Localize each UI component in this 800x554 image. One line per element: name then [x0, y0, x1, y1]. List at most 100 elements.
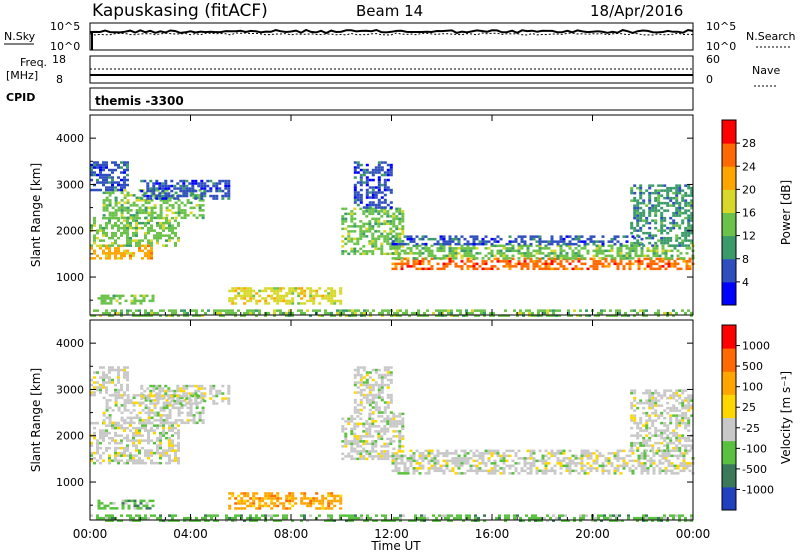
velocity-echo-cell	[285, 497, 289, 500]
power-echo-cell	[291, 302, 295, 305]
power-echo-cell	[363, 311, 366, 315]
velocity-echo-cell	[117, 421, 120, 425]
velocity-echo-cell	[114, 431, 117, 435]
power-echo-cell	[669, 216, 673, 220]
velocity-echo-cell	[215, 402, 219, 405]
velocity-echo-cell	[389, 422, 393, 426]
velocity-echo-cell	[682, 462, 686, 465]
power-echo-cell	[523, 254, 527, 258]
velocity-echo-cell	[484, 462, 488, 465]
power-echo-cell	[309, 294, 313, 298]
power-echo-cell	[176, 197, 180, 200]
velocity-echo-cell	[580, 462, 584, 465]
power-echo-cell	[111, 161, 114, 164]
power-echo-cell	[315, 294, 319, 298]
power-echo-cell	[552, 311, 555, 315]
velocity-echo-cell	[664, 459, 668, 463]
power-echo-cell	[528, 314, 531, 317]
power-echo-cell	[198, 314, 201, 317]
power-echo-cell	[377, 230, 381, 233]
velocity-echo-cell	[583, 469, 587, 473]
velocity-echo-cell	[350, 455, 354, 458]
power-echo-cell	[574, 257, 578, 260]
power-echo-cell	[108, 176, 111, 179]
power-echo-cell	[607, 265, 611, 268]
velocity-echo-cell	[300, 497, 304, 500]
power-echo-cell	[146, 182, 150, 185]
power-echo-cell	[538, 244, 542, 248]
power-echo-cell	[648, 196, 652, 200]
velocity-echo-cell	[663, 416, 667, 420]
power-echo-cell	[651, 219, 655, 222]
velocity-echo-cell	[123, 461, 126, 465]
velocity-echo-cell	[201, 421, 205, 425]
power-echo-cell	[318, 294, 322, 298]
power-echo-cell	[121, 294, 125, 298]
velocity-echo-cell	[377, 415, 381, 418]
power-echo-cell	[684, 234, 688, 237]
power-echo-cell	[276, 294, 280, 298]
velocity-echo-cell	[386, 368, 390, 372]
velocity-echo-cell	[520, 469, 524, 473]
velocity-echo-cell	[383, 450, 387, 453]
velocity-echo-cell	[681, 404, 685, 407]
power-echo-cell	[675, 236, 679, 240]
velocity-echo-cell	[571, 454, 575, 458]
velocity-echo-cell	[383, 455, 387, 458]
power-echo-cell	[108, 201, 112, 205]
power-echo-cell	[99, 247, 102, 250]
velocity-echo-cell	[460, 449, 464, 453]
velocity-echo-cell	[359, 412, 363, 416]
power-echo-cell	[436, 257, 440, 260]
velocity-echo-cell	[445, 464, 449, 468]
power-echo-cell	[478, 240, 482, 243]
velocity-echo-cell	[186, 516, 189, 520]
velocity-echo-cell	[684, 449, 688, 452]
power-echo-cell	[147, 241, 150, 245]
power-echo-cell	[170, 179, 174, 183]
power-echo-cell	[111, 206, 115, 210]
power-echo-cell	[164, 194, 168, 198]
power-echo-cell	[179, 189, 183, 193]
velocity-echo-cell	[192, 416, 196, 420]
velocity-echo-cell	[401, 425, 405, 428]
velocity-echo-cell	[186, 519, 189, 522]
power-echo-cell	[395, 235, 399, 238]
power-echo-cell	[654, 211, 658, 215]
power-echo-cell	[448, 237, 452, 241]
velocity-echo-cell	[90, 444, 93, 447]
power-echo-cell	[359, 183, 363, 187]
power-echo-cell	[672, 226, 676, 230]
power-echo-cell	[377, 225, 381, 228]
power-echo-cell	[672, 204, 676, 207]
power-echo-cell	[550, 235, 554, 238]
velocity-echo-cell	[472, 469, 476, 473]
power-echo-cell	[144, 216, 148, 220]
velocity-echo-cell	[191, 394, 195, 398]
velocity-echo-cell	[610, 464, 614, 468]
velocity-echo-cell	[123, 401, 127, 405]
velocity-echo-cell	[132, 459, 135, 462]
velocity-echo-cell	[159, 454, 162, 457]
power-echo-cell	[634, 247, 638, 250]
power-echo-cell	[129, 216, 133, 220]
velocity-echo-cell	[141, 421, 145, 425]
velocity-echo-cell	[156, 426, 159, 430]
velocity-echo-cell	[140, 384, 144, 388]
power-echo-cell	[99, 229, 102, 232]
velocity-echo-cell	[126, 461, 129, 465]
power-echo-cell	[654, 191, 658, 195]
power-echo-cell	[312, 299, 316, 303]
power-echo-cell	[105, 204, 109, 207]
velocity-echo-cell	[532, 449, 536, 453]
velocity-echo-cell	[639, 434, 643, 437]
power-echo-cell	[556, 257, 560, 260]
power-echo-cell	[291, 299, 295, 303]
velocity-echo-cell	[511, 459, 515, 463]
velocity-echo-cell	[637, 459, 641, 463]
power-echo-cell	[291, 314, 294, 317]
nsky-label: N.Sky	[4, 30, 36, 43]
power-echo-cell	[151, 297, 155, 300]
power-echo-cell	[484, 240, 488, 243]
velocity-echo-cell	[312, 499, 316, 503]
